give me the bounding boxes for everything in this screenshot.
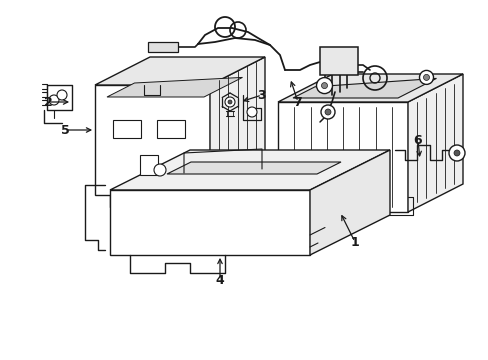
Circle shape [325,109,330,115]
Polygon shape [407,74,462,212]
Text: 1: 1 [350,235,359,248]
Bar [157,120,184,138]
Circle shape [321,82,327,89]
Circle shape [227,100,231,104]
Text: 3: 3 [257,89,266,102]
Circle shape [453,150,459,156]
Polygon shape [278,74,462,102]
Bar [113,120,141,138]
Polygon shape [107,77,242,97]
Circle shape [224,97,235,107]
Text: 4: 4 [215,274,224,287]
Polygon shape [292,78,436,98]
Text: 7: 7 [293,95,302,108]
Bar [319,47,357,75]
Circle shape [316,78,332,94]
Bar [148,42,178,52]
Polygon shape [95,57,264,85]
Polygon shape [95,85,209,195]
Polygon shape [110,190,309,255]
Circle shape [57,90,67,100]
Circle shape [49,95,59,105]
Circle shape [448,145,464,161]
Polygon shape [278,102,407,212]
Bar [140,155,158,175]
Polygon shape [110,150,389,190]
Text: 6: 6 [413,134,422,147]
Circle shape [419,71,433,84]
Text: 5: 5 [61,123,69,136]
Polygon shape [309,150,389,255]
Circle shape [154,164,165,176]
Circle shape [320,105,334,119]
Circle shape [423,75,428,80]
Polygon shape [209,57,264,195]
Polygon shape [167,162,340,174]
Circle shape [246,107,257,117]
Text: 2: 2 [43,95,52,108]
